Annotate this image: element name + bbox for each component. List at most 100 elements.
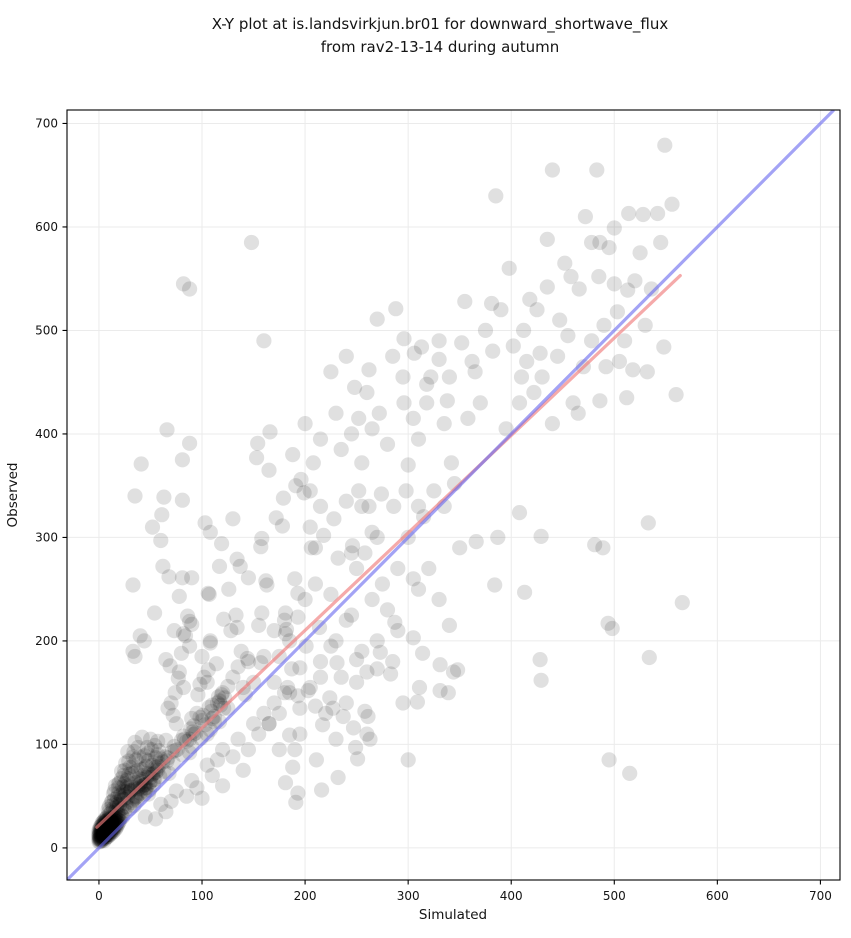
scatter-point: [156, 489, 172, 505]
scatter-point: [278, 621, 295, 638]
scatter-point: [161, 765, 177, 782]
scatter-point: [117, 762, 133, 778]
scatter-point: [92, 819, 108, 835]
axes-border: [66, 109, 841, 881]
scatter-point: [123, 783, 139, 799]
scatter-point: [411, 679, 428, 696]
scatter-point: [190, 687, 206, 703]
scatter-point: [300, 683, 316, 699]
scatter-point: [620, 282, 636, 298]
scatter-point: [360, 708, 376, 725]
scatter-point: [105, 814, 121, 830]
scatter-point: [127, 788, 143, 804]
scatter-point: [388, 301, 404, 317]
scatter-point: [120, 744, 136, 760]
scatter-point: [338, 348, 354, 364]
scatter-point: [516, 322, 532, 338]
scatter-point: [100, 826, 116, 843]
scatter-point: [357, 703, 373, 719]
scatter-point: [127, 648, 143, 665]
scatter-point: [214, 536, 230, 552]
scatter-point: [395, 695, 411, 711]
scatter-point: [144, 519, 161, 535]
scatter-point: [383, 666, 399, 682]
scatter-point: [141, 766, 158, 783]
scatter-point: [163, 695, 179, 711]
scatter-point: [604, 620, 620, 637]
scatter-point: [534, 369, 550, 385]
scatter-point: [379, 602, 396, 618]
scatter-point: [282, 727, 298, 743]
scatter-point: [617, 333, 633, 349]
scatter-point: [97, 828, 113, 845]
y-tick-label: 0: [50, 841, 58, 855]
scatter-point: [668, 387, 684, 403]
y-tick-label: 300: [35, 531, 58, 545]
scatter-point: [419, 395, 435, 411]
x-tick-label: 300: [397, 889, 420, 903]
scatter-point: [282, 685, 298, 701]
scatter-point: [254, 530, 270, 547]
scatter-point: [99, 828, 115, 845]
scatter-point: [166, 623, 182, 639]
scatter-point: [349, 674, 365, 690]
scatter-point: [120, 771, 136, 787]
scatter-point: [258, 573, 274, 589]
scatter-point: [94, 832, 110, 848]
scatter-point: [119, 773, 135, 789]
scatter-point: [643, 281, 660, 297]
scatter-point: [251, 617, 267, 634]
scatter-point: [533, 528, 549, 545]
scatter-point: [91, 824, 107, 841]
scatter-point: [477, 322, 494, 338]
scatter-point: [182, 281, 198, 297]
scatter-point: [138, 758, 154, 774]
scatter-point: [440, 685, 456, 701]
scatter-point: [101, 804, 117, 820]
x-tick-label: 0: [95, 889, 103, 903]
scatter-point: [606, 276, 622, 292]
x-tick-label: 600: [706, 889, 729, 903]
scatter-point: [359, 384, 375, 401]
scatter-point: [184, 710, 200, 727]
scatter-point: [202, 524, 218, 540]
scatter-point: [364, 591, 380, 608]
scatter-point: [431, 351, 447, 367]
scatter-point: [103, 794, 119, 811]
scatter-point: [182, 745, 198, 761]
scatter-point: [354, 498, 370, 514]
scatter-point: [351, 483, 367, 499]
scatter-point: [126, 744, 142, 760]
scatter-point: [96, 830, 112, 846]
scatter-point: [369, 633, 385, 649]
scatter-point: [104, 793, 120, 809]
scatter-point: [308, 752, 324, 768]
scatter-point: [174, 452, 190, 468]
scatter-point: [101, 810, 117, 826]
grid-lines: [67, 110, 840, 880]
scatter-point: [493, 302, 509, 318]
scatter-point: [619, 390, 635, 406]
x-tick-label: 400: [500, 889, 523, 903]
scatter-points: [91, 137, 690, 850]
scatter-point: [201, 586, 217, 603]
scatter-point: [373, 486, 389, 502]
scatter-point: [432, 683, 448, 699]
scatter-point: [589, 162, 605, 178]
scatter-point: [161, 569, 177, 585]
scatter-point: [167, 685, 183, 701]
scatter-point: [95, 824, 111, 841]
scatter-point: [565, 395, 581, 411]
scatter-point: [592, 393, 608, 409]
scatter-point: [93, 818, 109, 834]
scatter-point: [140, 753, 156, 769]
scatter-point: [130, 739, 146, 756]
scatter-point: [511, 395, 528, 411]
scatter-point: [271, 705, 287, 722]
scatter-point: [94, 817, 110, 833]
scatter-point: [253, 539, 269, 555]
scatter-point: [159, 422, 175, 438]
scatter-point: [184, 570, 200, 586]
scatter-point: [326, 511, 342, 527]
scatter-point: [103, 810, 119, 826]
